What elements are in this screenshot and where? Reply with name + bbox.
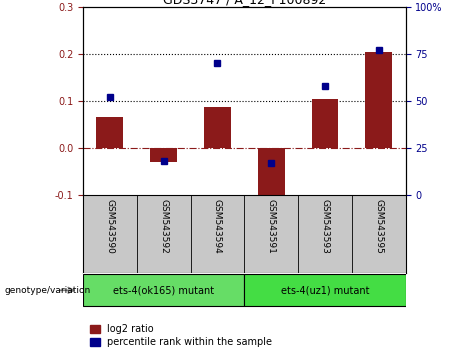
Text: GSM543595: GSM543595 bbox=[374, 199, 383, 253]
Text: ets-4(uz1) mutant: ets-4(uz1) mutant bbox=[281, 285, 369, 295]
Text: GSM543591: GSM543591 bbox=[267, 199, 276, 253]
Text: GSM543592: GSM543592 bbox=[159, 199, 168, 253]
Bar bbox=[204, 107, 231, 148]
Bar bbox=[365, 52, 392, 148]
Bar bbox=[258, 148, 284, 209]
Legend: log2 ratio, percentile rank within the sample: log2 ratio, percentile rank within the s… bbox=[88, 322, 274, 349]
Bar bbox=[150, 148, 177, 162]
Text: ets-4(ok165) mutant: ets-4(ok165) mutant bbox=[113, 285, 214, 295]
Bar bbox=[244, 274, 406, 306]
Text: genotype/variation: genotype/variation bbox=[5, 286, 91, 295]
Text: GSM543590: GSM543590 bbox=[106, 199, 114, 253]
Text: GSM543594: GSM543594 bbox=[213, 199, 222, 253]
Title: GDS3747 / A_12_P100892: GDS3747 / A_12_P100892 bbox=[163, 0, 326, 6]
Text: GSM543593: GSM543593 bbox=[320, 199, 330, 253]
Bar bbox=[312, 98, 338, 148]
Bar bbox=[96, 117, 123, 148]
Bar bbox=[83, 274, 244, 306]
